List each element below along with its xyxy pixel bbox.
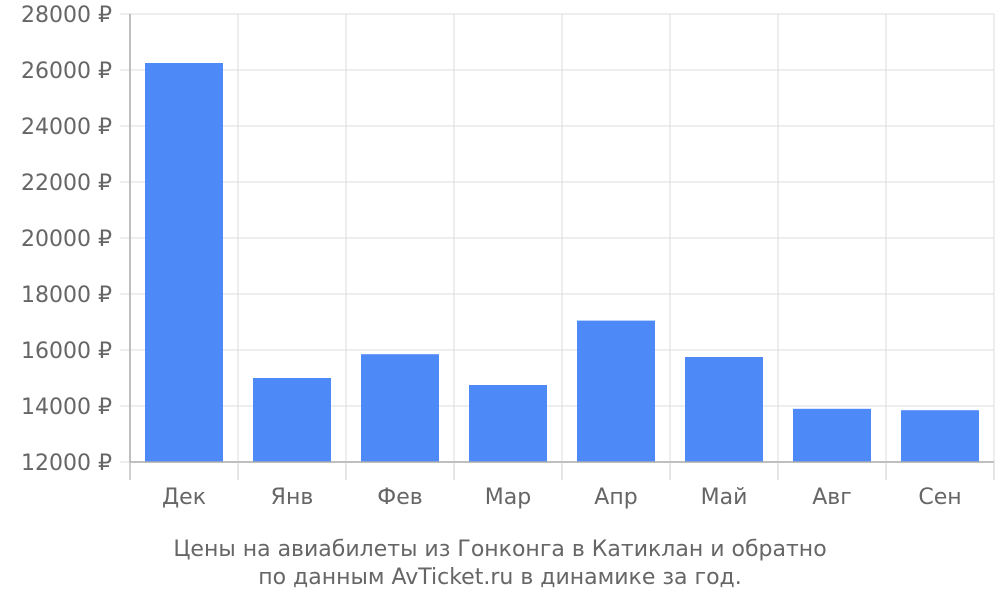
bar — [253, 378, 331, 462]
y-tick-label: 12000 ₽ — [21, 451, 112, 476]
x-tick-label: Дек — [162, 485, 206, 510]
y-tick-label: 14000 ₽ — [21, 395, 112, 420]
x-tick-label: Апр — [594, 485, 637, 510]
axes — [129, 14, 995, 480]
grid — [120, 13, 995, 463]
y-tick-label: 28000 ₽ — [21, 3, 112, 28]
y-tick-label: 16000 ₽ — [21, 339, 112, 364]
bars — [145, 63, 979, 462]
y-tick-labels: 12000 ₽ 14000 ₽ 16000 ₽ 18000 ₽ 20000 ₽ 22000… — [21, 3, 112, 476]
bar — [577, 320, 655, 462]
x-tick-label: Авг — [812, 485, 852, 510]
x-tick-label: Май — [701, 485, 748, 510]
y-tick-label: 18000 ₽ — [21, 283, 112, 308]
bar — [793, 408, 871, 462]
x-tick-label: Сен — [918, 485, 961, 510]
bar — [901, 410, 979, 462]
x-tick-label: Фев — [377, 485, 422, 510]
bar — [469, 385, 547, 462]
y-tick-label: 22000 ₽ — [21, 171, 112, 196]
bar — [685, 357, 763, 462]
y-tick-label: 24000 ₽ — [21, 115, 112, 140]
chart-caption-line-1: Цены на авиабилеты из Гонконга в Катикла… — [173, 537, 826, 562]
bar — [361, 354, 439, 462]
x-tick-labels: Дек Янв Фев Мар Апр Май Авг Сен — [162, 485, 962, 510]
bar — [145, 63, 223, 462]
chart-caption-line-2: по данным AvTicket.ru в динамике за год. — [258, 565, 742, 590]
y-tick-label: 26000 ₽ — [21, 59, 112, 84]
y-tick-label: 20000 ₽ — [21, 227, 112, 252]
x-tick-label: Мар — [485, 485, 531, 510]
x-tick-label: Янв — [271, 485, 314, 510]
